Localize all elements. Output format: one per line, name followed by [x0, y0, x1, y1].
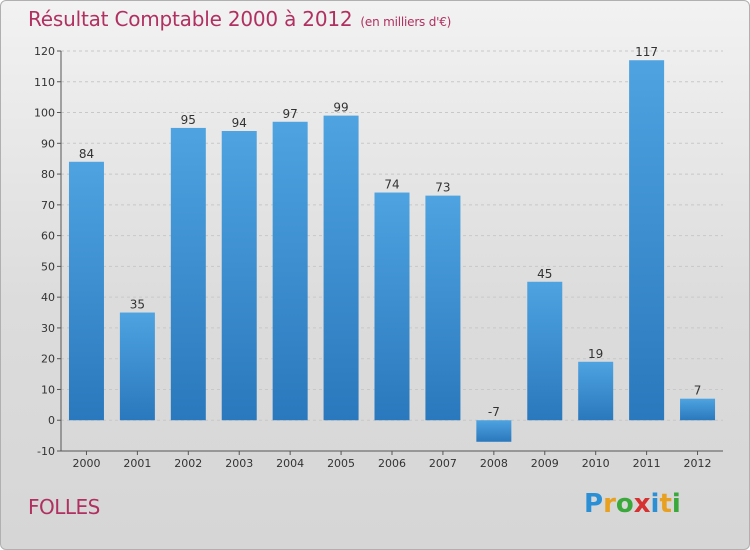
data-label: 74: [384, 178, 399, 192]
bar: [68, 161, 104, 421]
data-label: 73: [435, 181, 450, 195]
x-tick-label: 2009: [531, 457, 559, 470]
logo-letter: i: [650, 489, 660, 519]
y-tick-label: 60: [41, 230, 55, 243]
bar: [527, 281, 563, 421]
data-label: 97: [283, 107, 298, 121]
proxiti-logo: Proxiti: [584, 489, 681, 519]
commune-name: FOLLES: [28, 495, 100, 519]
bar: [374, 192, 410, 421]
chart-title: Résultat Comptable 2000 à 2012 (en millie…: [28, 7, 451, 31]
data-label: 94: [232, 116, 247, 130]
data-label: 7: [694, 384, 702, 398]
x-tick-label: 2000: [72, 457, 100, 470]
y-tick-label: 20: [41, 353, 55, 366]
chart-subtitle: (en milliers d'€): [360, 15, 452, 29]
x-tick-label: 2008: [480, 457, 508, 470]
bar: [119, 312, 155, 421]
bar: [170, 127, 206, 421]
y-tick-label: 40: [41, 291, 55, 304]
y-tick-label: 50: [41, 260, 55, 273]
data-label: 45: [537, 267, 552, 281]
x-tick-label: 2004: [276, 457, 304, 470]
y-tick-label: 30: [41, 322, 55, 335]
bar: [578, 361, 614, 421]
logo-letter: t: [659, 489, 672, 519]
y-tick-label: 70: [41, 199, 55, 212]
data-label: 117: [635, 45, 658, 59]
x-tick-label: 2001: [123, 457, 151, 470]
y-tick-label: 10: [41, 383, 55, 396]
y-tick-label: 0: [48, 414, 55, 427]
chart-title-text: Résultat Comptable 2000 à 2012: [28, 7, 353, 31]
data-label: 95: [181, 113, 196, 127]
x-tick-label: 2005: [327, 457, 355, 470]
x-tick-label: 2011: [633, 457, 661, 470]
logo-letter: P: [584, 489, 604, 519]
y-tick-label: 100: [34, 107, 55, 120]
y-tick-label: 90: [41, 137, 55, 150]
data-label: -7: [488, 405, 500, 419]
logo-letter: o: [615, 489, 634, 519]
data-label: 35: [130, 298, 145, 312]
bar: [323, 115, 359, 421]
data-label: 99: [333, 101, 348, 115]
bar: [680, 398, 716, 421]
x-tick-label: 2006: [378, 457, 406, 470]
bar: [272, 121, 308, 421]
logo-letter: x: [633, 489, 651, 519]
bar: [629, 60, 665, 421]
x-tick-label: 2002: [174, 457, 202, 470]
bar: [476, 420, 512, 442]
y-tick-label: 120: [34, 45, 55, 58]
x-tick-label: 2003: [225, 457, 253, 470]
data-label: 84: [79, 147, 94, 161]
bar: [425, 195, 461, 421]
bar: [221, 131, 257, 421]
y-tick-label: 110: [34, 76, 55, 89]
x-tick-label: 2007: [429, 457, 457, 470]
data-label: 19: [588, 347, 603, 361]
y-tick-label: -10: [37, 445, 55, 458]
logo-letter: i: [671, 489, 681, 519]
y-tick-label: 80: [41, 168, 55, 181]
x-tick-label: 2010: [582, 457, 610, 470]
logo-letter: r: [603, 489, 616, 519]
x-tick-label: 2012: [684, 457, 712, 470]
